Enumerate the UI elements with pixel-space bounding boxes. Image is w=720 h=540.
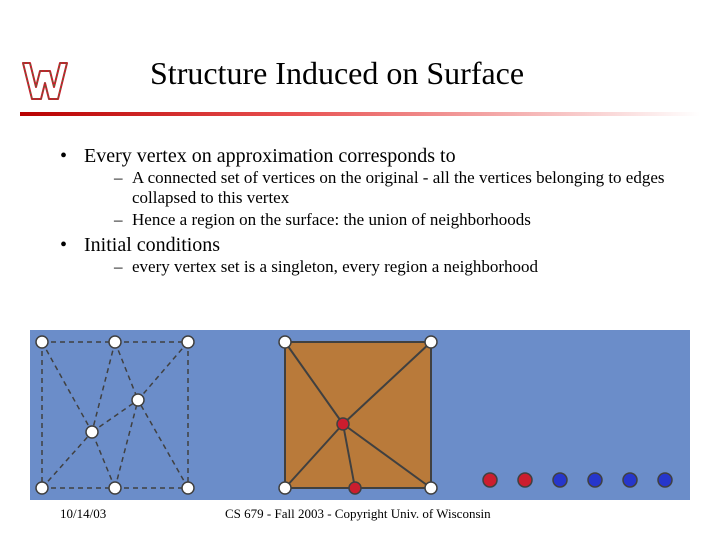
graph-diagram bbox=[30, 330, 690, 500]
sub-bullet: – Hence a region on the surface: the uni… bbox=[114, 210, 690, 230]
sub-text: Hence a region on the surface: the union… bbox=[132, 210, 531, 230]
bullet-list: • Every vertex on approximation correspo… bbox=[60, 145, 690, 281]
sub-bullet: – A connected set of vertices on the ori… bbox=[114, 168, 690, 208]
bullet-marker: • bbox=[60, 234, 84, 257]
sub-text: every vertex set is a singleton, every r… bbox=[132, 257, 538, 277]
uw-logo bbox=[20, 55, 70, 105]
sub-text: A connected set of vertices on the origi… bbox=[132, 168, 690, 208]
bullet-2: • Initial conditions – every vertex set … bbox=[60, 234, 690, 277]
title-rule bbox=[20, 112, 700, 116]
sub-bullet: – every vertex set is a singleton, every… bbox=[114, 257, 690, 277]
sub-marker: – bbox=[114, 210, 132, 230]
bullet-text: Every vertex on approximation correspond… bbox=[84, 145, 456, 168]
sub-marker: – bbox=[114, 168, 132, 188]
bullet-1: • Every vertex on approximation correspo… bbox=[60, 145, 690, 230]
bullet-text: Initial conditions bbox=[84, 234, 220, 257]
sub-marker: – bbox=[114, 257, 132, 277]
slide-title: Structure Induced on Surface bbox=[150, 55, 524, 92]
footer-date: 10/14/03 bbox=[60, 506, 106, 522]
footer-text: CS 679 - Fall 2003 - Copyright Univ. of … bbox=[225, 506, 491, 522]
bullet-marker: • bbox=[60, 145, 84, 168]
